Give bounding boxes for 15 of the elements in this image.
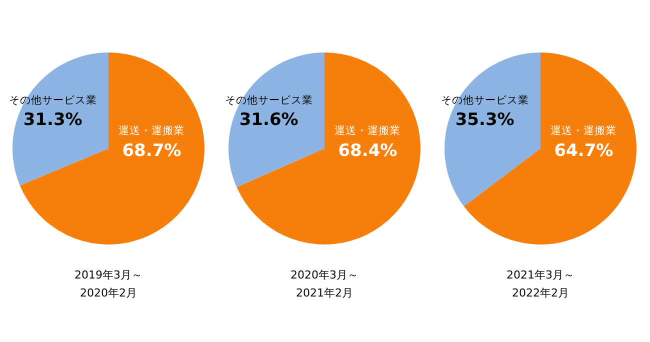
- data-label: 68.7%: [122, 140, 182, 161]
- slice-label: その他サービス業: [8, 94, 97, 106]
- text: 2019年3月～ 2020年2月: [74, 268, 143, 300]
- text: 2020年3月～ 2021年2月: [290, 268, 359, 300]
- slice-label: 運送・運搬業: [118, 124, 185, 137]
- data-label: 31.3%: [23, 110, 82, 130]
- slice-label: その他サービス業: [224, 94, 313, 106]
- text: 2021年3月～ 2022年2月: [506, 268, 575, 300]
- slice-label: 運送・運搬業: [550, 124, 617, 137]
- slice-label: 運送・運搬業: [334, 124, 401, 137]
- slice-label: その他サービス業: [440, 94, 529, 106]
- data-label: 35.3%: [455, 110, 514, 130]
- data-label: 64.7%: [554, 140, 614, 161]
- data-label: 68.4%: [338, 140, 398, 161]
- data-label: 31.6%: [239, 110, 298, 130]
